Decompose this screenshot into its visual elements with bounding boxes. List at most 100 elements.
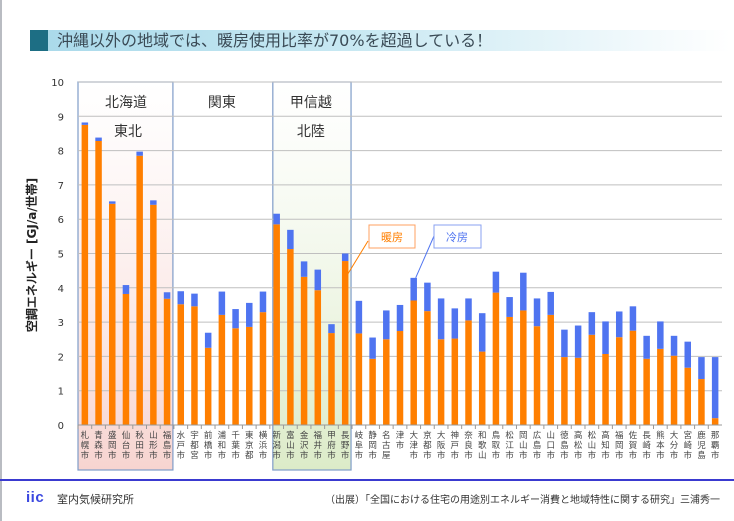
bar-heating: [136, 155, 143, 425]
bar-cooling: [232, 309, 239, 329]
x-category-label: 新潟市: [272, 430, 281, 461]
bar-cooling: [150, 200, 157, 205]
bar-cooling: [328, 324, 335, 334]
bar-heating: [232, 328, 239, 425]
bar-heating: [122, 293, 130, 425]
bar-heating: [287, 249, 294, 425]
bar-cooling: [314, 269, 322, 291]
bar-cooling: [355, 300, 363, 334]
bar-cooling: [383, 310, 390, 340]
bar-heating: [506, 316, 513, 425]
bar-heating: [81, 124, 89, 425]
x-category-label: 長野市: [341, 431, 350, 461]
title-band: [30, 30, 730, 51]
bar-heating: [177, 304, 185, 425]
bar-cooling: [574, 325, 582, 358]
y-axis-title: 空調エネルギー [GJ/a/世帯]: [24, 178, 39, 332]
bar-cooling: [643, 335, 650, 359]
bar-cooling: [602, 321, 609, 354]
bar-heating: [643, 358, 650, 425]
footer-divider: [0, 479, 734, 481]
bar-cooling: [520, 272, 527, 311]
bar-cooling: [109, 201, 116, 204]
bar-heating: [191, 306, 198, 425]
slide-title: 沖縄以外の地域では、暖房使用比率が70%を超過している！: [57, 31, 493, 50]
bar-cooling: [163, 292, 171, 299]
bar-cooling: [698, 357, 705, 380]
bar-cooling: [95, 137, 102, 141]
bar-cooling: [670, 335, 678, 356]
bar-cooling: [341, 253, 349, 262]
bar-heating: [95, 140, 102, 425]
x-category-label: 津市: [396, 430, 405, 451]
bar-cooling: [287, 229, 294, 250]
x-category-label: 福岡市: [615, 430, 624, 461]
x-category-label: 名古屋: [382, 430, 391, 461]
bar-heating: [204, 347, 212, 425]
x-category-label: 青森市: [94, 430, 103, 461]
bar-cooling: [629, 306, 637, 331]
bar-cooling: [410, 277, 417, 301]
x-category-label: 鹿児島: [697, 430, 706, 461]
y-tick-label: 3: [58, 318, 64, 329]
bar-cooling: [547, 291, 554, 315]
cooling-legend-box: [433, 224, 482, 249]
bar-cooling: [615, 311, 623, 338]
bar-heating: [670, 355, 678, 425]
y-tick-label: 0: [58, 421, 64, 432]
bar-heating: [150, 204, 157, 425]
heating-legend-label: 暖房: [381, 231, 403, 244]
bar-heating: [109, 203, 116, 425]
x-category-label: 水戸市: [177, 430, 186, 461]
x-category-label: 和歌山: [478, 431, 487, 461]
bar-cooling: [191, 293, 198, 307]
bar-cooling: [561, 329, 568, 358]
bar-cooling: [533, 298, 541, 327]
bar-cooling: [218, 291, 226, 315]
iic-logo: iic: [26, 489, 45, 506]
y-tick-label: 4: [58, 284, 64, 295]
x-category-label: 福井市: [314, 430, 323, 461]
x-category-label: 宮崎市: [683, 430, 692, 461]
y-tick-label: 1: [58, 387, 64, 398]
bar-heating: [478, 351, 486, 425]
bar-cooling: [396, 304, 404, 332]
bar-cooling: [369, 337, 376, 359]
bar-heating: [396, 331, 404, 425]
bar-cooling: [437, 298, 445, 340]
bar-heating: [629, 330, 637, 425]
bar-heating: [492, 292, 500, 425]
bar-cooling: [506, 297, 513, 317]
bar-heating: [684, 367, 691, 425]
x-category-label: 札幌市: [81, 430, 90, 461]
x-category-label: 松江市: [505, 430, 514, 461]
bar-cooling: [588, 312, 596, 335]
bar-heating: [615, 337, 623, 425]
bar-cooling: [478, 313, 486, 352]
x-category-label: 広島市: [533, 430, 542, 461]
x-category-label: 盛岡市: [108, 430, 117, 461]
x-category-label: 大分市: [670, 430, 679, 461]
x-category-label: 山形市: [149, 430, 158, 461]
bar-heating: [246, 326, 253, 425]
bar-heating: [314, 290, 322, 425]
y-tick-label: 8: [58, 147, 64, 158]
x-category-label: 金沢市: [300, 430, 309, 461]
x-category-label: 東京都: [245, 430, 254, 461]
bar-heating: [424, 311, 431, 425]
title-accent-square: [30, 30, 48, 51]
bar-cooling: [424, 282, 431, 312]
x-category-label: 富山市: [286, 430, 295, 461]
x-category-label: 長崎市: [642, 431, 651, 461]
y-tick-label: 5: [58, 250, 64, 261]
x-category-label: 那覇市: [711, 431, 720, 461]
y-tick-label: 6: [58, 215, 64, 226]
bar-heating: [547, 314, 554, 425]
bar-heating: [437, 339, 445, 425]
heating-callout-leader: [346, 240, 369, 276]
bar-cooling: [300, 261, 308, 277]
x-category-label: 高知市: [601, 430, 610, 461]
region-label: 関東: [208, 95, 236, 111]
region-label: 北陸: [297, 124, 325, 140]
x-category-label: 大阪市: [437, 430, 446, 461]
